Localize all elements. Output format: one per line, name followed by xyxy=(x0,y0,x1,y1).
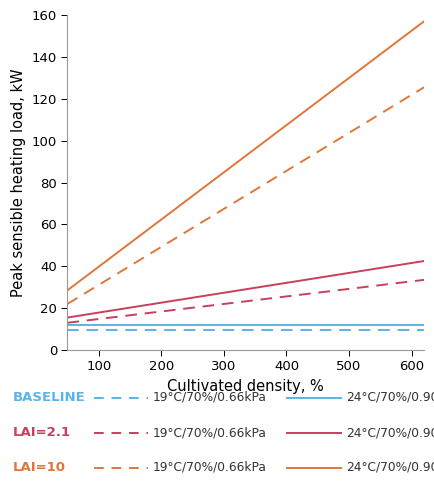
Text: 19°C/70%/0.66kPa: 19°C/70%/0.66kPa xyxy=(152,426,266,439)
Text: 19°C/70%/0.66kPa: 19°C/70%/0.66kPa xyxy=(152,391,266,404)
Text: BASELINE: BASELINE xyxy=(13,391,85,404)
Text: LAI=2.1: LAI=2.1 xyxy=(13,426,71,439)
Text: 19°C/70%/0.66kPa: 19°C/70%/0.66kPa xyxy=(152,461,266,474)
Text: 24°C/70%/0.90kPa: 24°C/70%/0.90kPa xyxy=(345,426,434,439)
Y-axis label: Peak sensible heating load, kW: Peak sensible heating load, kW xyxy=(11,68,26,297)
X-axis label: Cultivated density, %: Cultivated density, % xyxy=(167,379,323,394)
Text: 24°C/70%/0.90kPa: 24°C/70%/0.90kPa xyxy=(345,461,434,474)
Text: 24°C/70%/0.90kPa: 24°C/70%/0.90kPa xyxy=(345,391,434,404)
Text: LAI=10: LAI=10 xyxy=(13,461,66,474)
